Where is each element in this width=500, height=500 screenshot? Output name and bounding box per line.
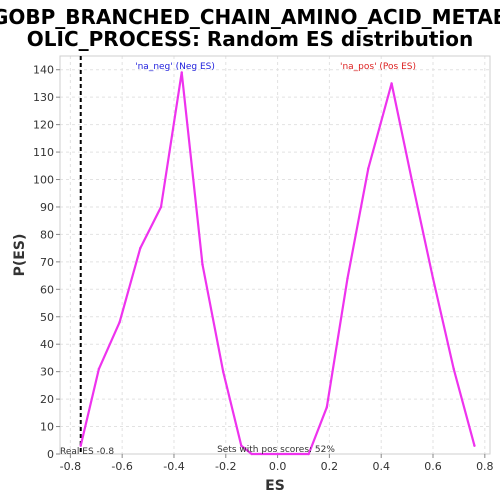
series-point	[240, 444, 243, 447]
y-tick-label: 40	[40, 338, 54, 351]
y-tick-label: 30	[40, 366, 54, 379]
series-point	[97, 367, 101, 371]
series-point	[411, 181, 414, 184]
y-tick-label: 100	[33, 174, 54, 187]
y-tick-label: 90	[40, 201, 54, 214]
x-tick-label: 0.4	[372, 460, 390, 473]
x-tick-label: 0.2	[321, 460, 339, 473]
series-point	[367, 167, 370, 170]
y-tick-label: 140	[33, 64, 54, 77]
chart-title-line2: OLIC_PROCESS: Random ES distribution	[27, 27, 473, 51]
y-tick-label: 120	[33, 119, 54, 132]
series-point	[325, 406, 329, 409]
sets-pos-scores-label: Sets with pos scores: 52%	[217, 445, 335, 455]
series-point	[139, 246, 142, 250]
y-tick-label: 130	[33, 91, 54, 104]
x-tick-label: 0.6	[424, 460, 442, 473]
real-es-label: Real ES -0.8	[60, 447, 114, 457]
series-point	[473, 444, 476, 447]
series-point	[118, 321, 121, 324]
grid-lines	[60, 56, 490, 455]
series-point	[159, 205, 163, 209]
plot-area	[59, 55, 491, 455]
series-point	[221, 370, 225, 373]
series-point	[250, 452, 253, 456]
chart-title-line1: GOBP_BRANCHED_CHAIN_AMINO_ACID_METAB	[0, 5, 500, 29]
x-axis-label: ES	[265, 478, 285, 494]
x-axis-ticks: -0.8 -0.6 -0.4 -0.2 0.0 0.2 0.4 0.6 0.8	[60, 454, 494, 473]
series-point	[180, 71, 183, 74]
series-point	[431, 277, 435, 280]
neg-es-label: 'na_neg' (Neg ES)	[135, 62, 215, 72]
y-tick-label: 60	[40, 283, 54, 296]
x-tick-label: -0.6	[111, 460, 132, 473]
y-axis-label: P(ES)	[12, 234, 28, 277]
x-tick-label: -0.8	[60, 460, 81, 473]
series-layer	[79, 71, 476, 456]
y-tick-label: 70	[40, 256, 54, 269]
pos-es-label: 'na_pos' (Pos ES)	[340, 62, 416, 72]
series-point	[307, 452, 310, 456]
y-tick-label: 50	[40, 311, 54, 324]
series-point	[201, 263, 204, 266]
y-tick-label: 20	[40, 393, 54, 406]
series-point	[390, 82, 393, 85]
x-tick-label: -0.2	[215, 460, 236, 473]
x-tick-label: 0.0	[269, 460, 287, 473]
y-tick-label: 110	[33, 146, 54, 159]
y-tick-label: 10	[40, 421, 54, 434]
series-point	[79, 444, 82, 447]
y-tick-label: 80	[40, 228, 54, 241]
series-point	[346, 277, 349, 280]
x-tick-label: -0.4	[163, 460, 184, 473]
y-axis-ticks: 0 10 20 30 40 50 60 70 80 90 100 110 120 130 140	[33, 64, 60, 461]
x-tick-label: 0.8	[476, 460, 494, 473]
series-point	[452, 367, 455, 371]
y-tick-label: 0	[47, 448, 54, 461]
